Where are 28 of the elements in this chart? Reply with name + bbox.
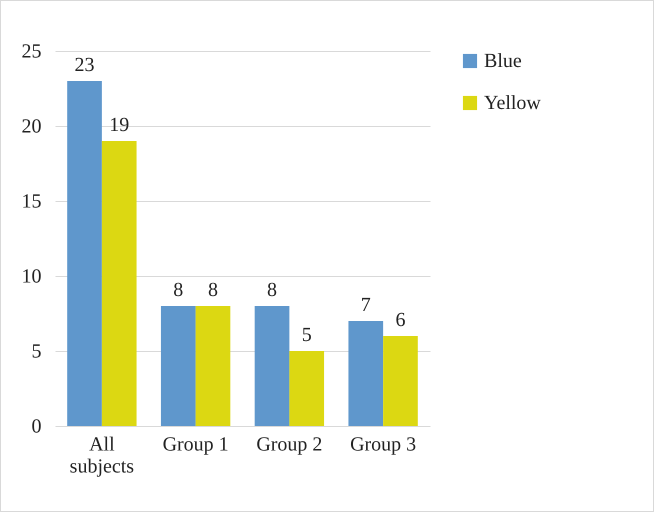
data-label: 7: [360, 294, 371, 316]
y-tick-label: 25: [22, 40, 42, 62]
data-label: 6: [395, 309, 406, 331]
bar: [348, 321, 384, 426]
bar: [383, 336, 418, 426]
data-label: 8: [208, 279, 218, 301]
y-tick-label: 10: [22, 266, 42, 288]
y-tick-label: 0: [32, 416, 42, 438]
bar: [67, 81, 102, 426]
data-label: 8: [267, 279, 278, 301]
data-label: 5: [302, 324, 312, 346]
data-label: 19: [109, 114, 130, 136]
y-tick-label: 5: [32, 340, 42, 362]
bar: [196, 306, 230, 426]
x-tick-label: All subjects: [70, 434, 134, 478]
x-tick-label: Group 1: [162, 434, 229, 456]
bar: [102, 141, 137, 426]
legend-label: Yellow: [484, 92, 542, 114]
y-tick-label: 20: [22, 116, 42, 138]
legend-label: Blue: [484, 50, 522, 72]
x-tick-label: Group 3: [350, 434, 416, 456]
data-label: 8: [173, 279, 184, 301]
bar: [254, 306, 290, 426]
bar: [289, 351, 324, 426]
y-tick-label: 15: [22, 190, 42, 212]
bar: [160, 306, 196, 426]
x-tick-label: Group 2: [256, 434, 322, 456]
data-label: 23: [74, 54, 95, 76]
